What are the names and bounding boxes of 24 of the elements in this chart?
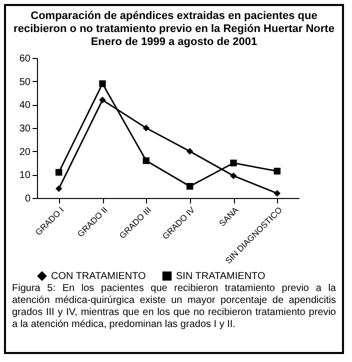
point (274, 168, 281, 175)
y-tick-label: 40 (19, 100, 31, 112)
point (274, 190, 281, 197)
point (230, 172, 237, 180)
y-tick-label: 20 (19, 146, 31, 158)
text: Figura 5: En los pacientes que recibieron tratamiento previo a la atención médica-quirúrgica existe un mayor porcentaje de apendicitis grados III y IV, mientras que en los que no recibieron tratamiento previo a la atención médica, predominan las grados I y II. (12, 283, 336, 331)
y-tick-label: 0 (24, 194, 31, 204)
point (230, 160, 237, 166)
point (99, 96, 106, 104)
y-tick-label: 30 (19, 124, 31, 134)
y-tick-label: 50 (19, 76, 31, 88)
chart-subtitle: Enero de 1999 a agosto de 2001 (90, 36, 258, 49)
y-tick-label: 10 (19, 170, 31, 182)
point (99, 80, 106, 88)
chart-title: Comparación de apéndices extraidas en pacientes que recibieron o no tratamiento previo en la Región Huertar Norte (12, 10, 336, 36)
y-tick-label: 60 (19, 54, 31, 64)
point (55, 185, 62, 192)
point (55, 168, 62, 176)
point (142, 124, 150, 132)
point (142, 157, 150, 164)
point (186, 182, 194, 190)
point (186, 148, 194, 155)
legend-label: CON TRATAMIENTO (51, 271, 146, 282)
legend-label: SIN TRATAMIENTO (176, 271, 266, 282)
